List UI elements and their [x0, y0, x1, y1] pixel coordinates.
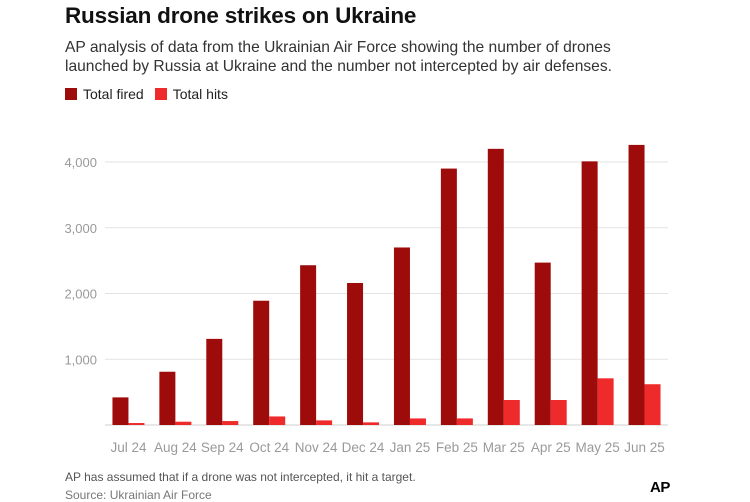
legend-swatch-total-hits — [154, 88, 167, 100]
y-tick-label: 3,000 — [64, 221, 97, 236]
y-tick-label: 4,000 — [64, 155, 97, 170]
bar-total-hits — [550, 400, 567, 425]
bar-total-fired — [347, 282, 364, 425]
bar-total-fired — [534, 262, 551, 425]
x-tick-label: Mar 25 — [483, 440, 525, 455]
ap-logo: AP — [650, 479, 670, 496]
legend: Total fired Total hits — [65, 86, 239, 102]
legend-item-total-fired: Total fired — [65, 86, 144, 102]
x-tick-label: Feb 25 — [436, 440, 478, 455]
x-tick-label: Jul 24 — [110, 440, 147, 455]
bar-total-hits — [175, 421, 192, 425]
x-tick-label: Apr 25 — [531, 440, 571, 455]
y-tick-label: 1,000 — [64, 352, 97, 367]
chart-title: Russian drone strikes on Ukraine — [65, 3, 417, 28]
bar-total-fired — [206, 338, 223, 425]
bar-total-hits — [644, 384, 661, 425]
chart-subtitle: AP analysis of data from the Ukrainian A… — [65, 39, 612, 75]
bar-total-fired — [253, 300, 270, 425]
bar-total-fired — [581, 161, 598, 425]
x-tick-label: Sep 24 — [201, 440, 244, 455]
bar-total-fired — [440, 168, 457, 425]
x-tick-label: Jun 25 — [624, 440, 665, 455]
legend-swatch-total-fired — [65, 88, 77, 100]
bar-total-fired — [487, 148, 504, 425]
legend-label-total-fired: Total fired — [83, 86, 144, 102]
x-tick-label: Oct 24 — [249, 440, 289, 455]
bar-total-fired — [112, 397, 129, 425]
legend-item-total-hits: Total hits — [154, 86, 228, 102]
legend-label-total-hits: Total hits — [172, 86, 228, 102]
footnote: AP has assumed that if a drone was not i… — [65, 470, 416, 484]
bar-total-hits — [128, 423, 145, 425]
bar-total-fired — [628, 144, 645, 425]
x-tick-label: Dec 24 — [342, 440, 385, 455]
bar-total-hits — [269, 416, 286, 425]
x-tick-label: Aug 24 — [154, 440, 197, 455]
bar-total-fired — [300, 265, 317, 425]
bar-total-hits — [503, 400, 520, 425]
x-tick-label: May 25 — [575, 440, 619, 455]
bar-total-hits — [316, 420, 333, 425]
bar-total-fired — [159, 371, 176, 425]
y-tick-label: 2,000 — [64, 287, 97, 302]
x-tick-label: Jan 25 — [390, 440, 431, 455]
bar-total-hits — [363, 422, 380, 425]
source-note: Source: Ukrainian Air Force — [65, 488, 212, 502]
bar-total-hits — [409, 418, 426, 425]
bar-total-fired — [393, 247, 410, 425]
bar-total-hits — [597, 378, 614, 425]
x-tick-label: Nov 24 — [295, 440, 338, 455]
bar-total-hits — [456, 418, 473, 425]
bar-total-hits — [222, 421, 239, 425]
